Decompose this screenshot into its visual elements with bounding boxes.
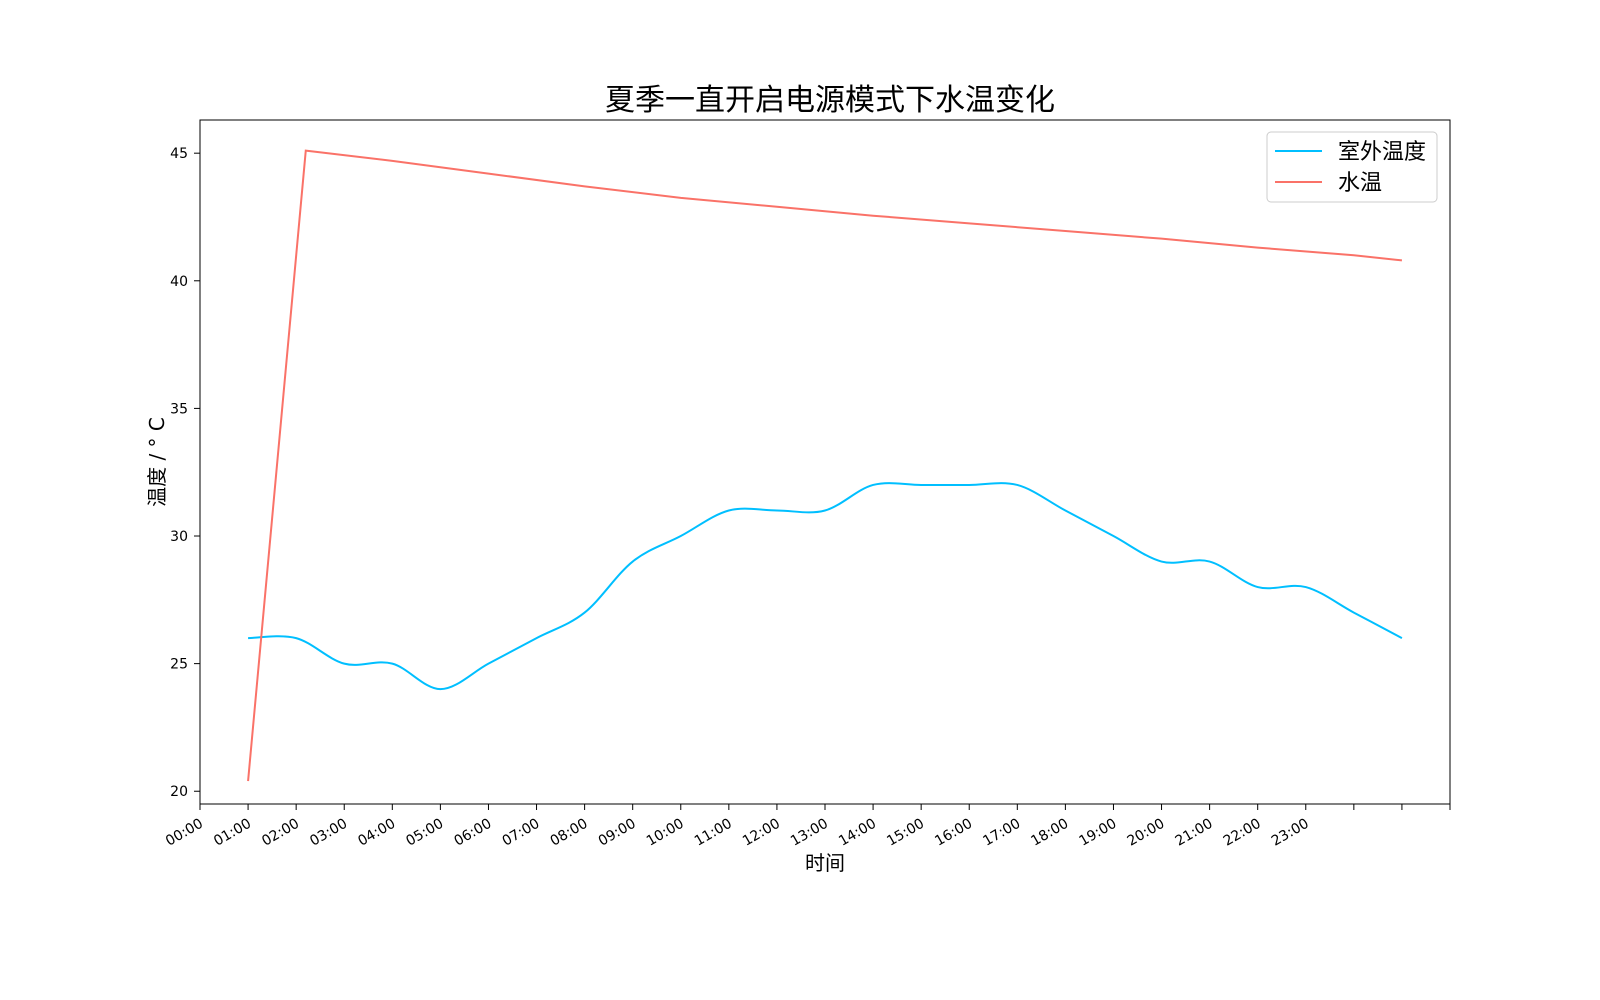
y-tick-label: 20 <box>170 784 188 800</box>
x-tick-label: 20:00 <box>1125 816 1168 850</box>
y-axis-label: 温度 / ° C <box>145 417 169 507</box>
x-tick-label: 15:00 <box>884 816 927 850</box>
series-line-outdoor-temp <box>248 482 1403 691</box>
legend-label-water: 水温 <box>1338 171 1382 196</box>
x-tick-label: 06:00 <box>452 816 495 850</box>
x-tick-label: 18:00 <box>1028 816 1071 850</box>
series-line-water-temp <box>247 149 1403 782</box>
legend-label-outdoor: 室外温度 <box>1338 140 1426 165</box>
x-tick-label: 16:00 <box>932 816 975 850</box>
x-tick-label: 12:00 <box>740 816 783 850</box>
plot-lines <box>247 149 1403 782</box>
x-tick-label: 05:00 <box>403 816 446 850</box>
x-tick-label: 23:00 <box>1269 816 1312 850</box>
x-tick-label: 21:00 <box>1173 816 1216 850</box>
x-tick-label: 17:00 <box>980 816 1023 850</box>
x-tick-label: 03:00 <box>307 816 350 850</box>
x-tick-label: 11:00 <box>692 816 735 850</box>
plot-frame <box>199 119 1451 805</box>
x-tick-label: 19:00 <box>1077 816 1120 850</box>
x-tick-label: 08:00 <box>548 816 591 850</box>
y-tick-label: 30 <box>170 529 188 545</box>
y-tick-label: 40 <box>170 274 188 290</box>
x-tick-label: 02:00 <box>259 816 302 850</box>
x-tick-label: 09:00 <box>596 816 639 850</box>
axes: 20 25 30 35 40 45 00:00 01:00 02:00 03:00 04:00 05:… <box>163 146 1451 850</box>
y-tick-label: 45 <box>170 146 188 162</box>
x-tick-label: 10:00 <box>644 816 687 850</box>
y-tick-label: 35 <box>170 401 188 417</box>
x-tick-label: 00:00 <box>163 816 206 850</box>
x-tick-label: 07:00 <box>500 816 543 850</box>
y-tick-label: 25 <box>170 657 188 673</box>
x-tick-label: 13:00 <box>788 816 831 850</box>
x-tick-label: 04:00 <box>355 816 398 850</box>
legend-box <box>1266 131 1438 203</box>
x-axis-label: 时间 <box>805 851 845 875</box>
legend: 室外温度 水温 <box>1266 131 1438 203</box>
chart-title: 夏季一直开启电源模式下水温变化 <box>605 83 1055 118</box>
x-tick-label: 22:00 <box>1221 816 1264 850</box>
x-tick-label: 14:00 <box>836 816 879 850</box>
x-tick-label: 01:00 <box>211 816 254 850</box>
